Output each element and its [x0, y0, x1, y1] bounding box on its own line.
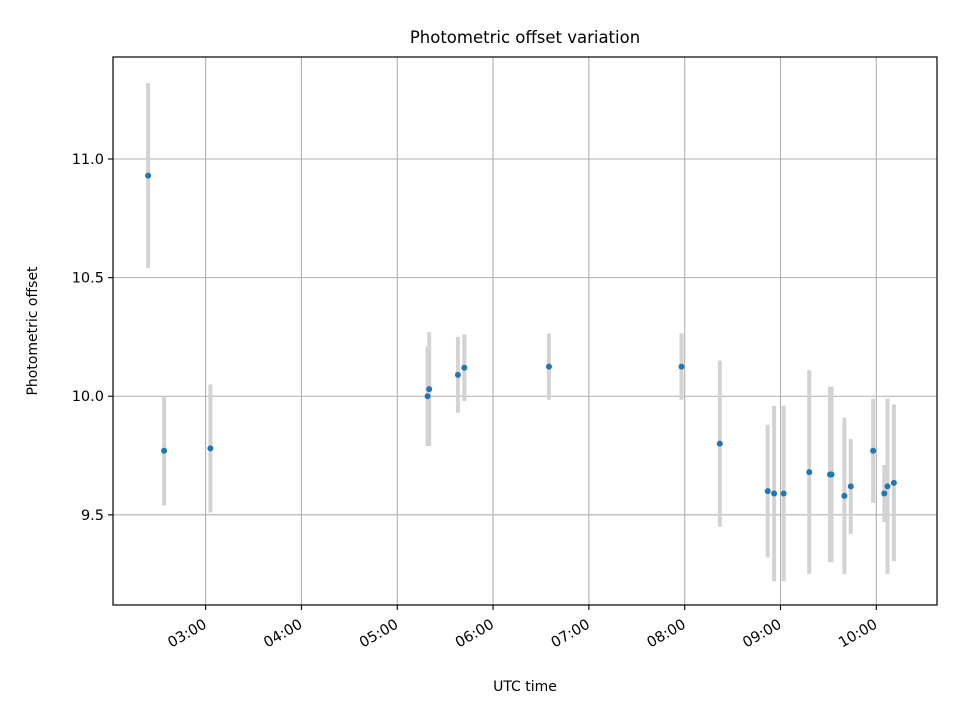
data-point	[454, 371, 461, 378]
data-points	[145, 172, 897, 499]
data-point	[847, 483, 854, 490]
grid	[113, 57, 937, 605]
data-point	[870, 447, 877, 454]
data-point	[716, 440, 723, 447]
y-tick-label: 10.5	[72, 271, 104, 287]
data-point	[424, 393, 431, 400]
data-point	[764, 488, 771, 495]
data-point	[678, 363, 685, 370]
plot-frame	[112, 56, 938, 606]
y-tick-label: 9.5	[81, 508, 104, 524]
data-point	[890, 479, 897, 486]
y-tick-label: 11.0	[72, 152, 104, 168]
data-point	[884, 483, 891, 490]
data-point	[771, 490, 778, 497]
data-point	[806, 469, 813, 476]
data-point	[881, 490, 888, 497]
data-point	[828, 471, 835, 478]
data-point	[426, 386, 433, 393]
data-point	[841, 492, 848, 499]
y-tick-label: 10.0	[72, 389, 104, 405]
x-axis-label: UTC time	[493, 679, 557, 695]
y-axis-label: Photometric offset	[25, 266, 41, 396]
data-point	[145, 172, 152, 179]
data-point	[207, 445, 214, 452]
chart-title: Photometric offset variation	[410, 28, 640, 47]
data-point	[780, 490, 787, 497]
data-point	[461, 364, 468, 371]
data-point	[545, 363, 552, 370]
data-point	[161, 447, 168, 454]
